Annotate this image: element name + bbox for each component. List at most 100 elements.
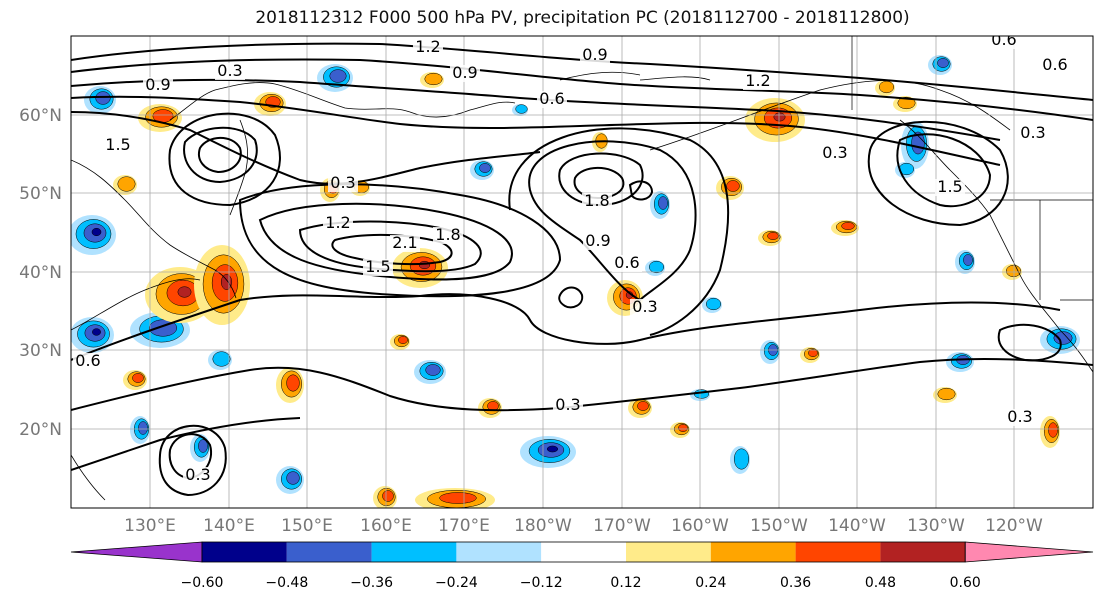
colorbar [70,541,1094,563]
contour-label: 0.3 [185,465,210,484]
contour-label: 0.9 [145,75,170,94]
contour-label: 0.6 [539,89,564,108]
contour-label: 0.3 [632,297,657,316]
contour-label-bg [433,227,463,244]
positive-precip-patch [878,80,895,94]
negative-precip-patch [648,260,665,274]
positive-precip-patch [637,401,649,411]
contour-label-bg [583,233,613,250]
contour-label-bg [328,175,358,192]
colorbar-tick-labels: −0.60 −0.48 −0.36 −0.24 −0.12 0.12 0.24 0.36 0.4… [181,575,981,591]
latitude-label: 60°N [19,106,62,126]
colorbar-tick-label: −0.48 [265,575,308,591]
political-borders [851,36,1093,301]
latitude-label: 40°N [19,263,62,283]
contour-label-bg [390,235,420,252]
contour-label: 0.9 [452,63,477,82]
contour-label: 1.2 [415,37,440,56]
negative-precip-patch [658,196,668,210]
contour-label: 2.1 [392,233,417,252]
positive-precip-patch [382,490,394,502]
colorbar-segment [710,542,796,562]
contour-label: 0.9 [585,231,610,250]
colorbar-tick-label: 0.36 [780,575,811,591]
colorbar-segment [880,542,966,562]
positive-precip-patch [937,387,956,401]
longitude-label: 170°W [593,516,651,536]
contour-label: 1.5 [105,135,130,154]
positive-precip-patch [418,260,431,270]
contour-label-bg [820,145,850,162]
negative-precip-patch [92,328,101,336]
contour-label-bg [450,65,480,82]
positive-precip-patch [424,72,443,86]
longitude-label: 150°E [281,516,333,536]
contour-label-bg [537,91,567,108]
colorbar-tick-label: −0.24 [435,575,478,591]
longitude-label: 130°E [124,516,176,536]
negative-precip-patch [963,254,973,266]
contour-label-bg [143,77,173,94]
positive-precip-patch [726,180,740,192]
contour-label-bg [553,397,583,414]
positive-precip-patch [220,274,233,290]
positive-precip-patch [1048,422,1058,438]
colorbar-tick-label: 0.12 [610,575,641,591]
positive-precip-patch [132,373,144,383]
precip-shading [71,55,1080,508]
positive-precip-patch [177,286,192,298]
contour-label: 0.9 [582,45,607,64]
colorbar-tick-label: −0.60 [181,575,224,591]
contour-label-bg [1005,409,1035,426]
contour-label-bg [989,36,1019,49]
positive-precip-patch [286,374,300,392]
negative-precip-patch [198,439,208,453]
negative-precip-patch [425,364,441,376]
positive-precip-patch [808,349,818,357]
contour-label-bg [743,73,773,90]
longitude-label: 120°W [985,516,1043,536]
negative-precip-patch [705,297,722,311]
colorbar-frame [201,541,966,563]
colorbar-segment [795,542,881,562]
positive-precip-patch [678,424,688,432]
contour-label: 0.3 [1020,123,1045,142]
colorbar-segment [541,542,626,562]
contour-label: 0.3 [217,61,242,80]
contour-label-bg [935,179,965,196]
contour-label-bg [630,299,660,316]
colorbar-segment [371,542,457,562]
colorbar-segment [202,542,287,562]
negative-precip-patch [138,421,148,435]
longitude-label: 160°W [671,516,729,536]
negative-precip-patch [479,163,491,173]
contour-label: 0.3 [330,173,355,192]
contour-label-bg [183,467,213,484]
colorbar-segment [456,542,542,562]
contour-label: 0.6 [991,30,1016,49]
positive-precip-patch [767,232,779,240]
negative-precip-patch [515,104,528,114]
colorbar-extend-low [70,541,203,563]
positive-precip-patch [773,112,786,122]
contour-labels: 0.30.91.20.90.60.91.20.60.31.50.31.22.1 1… [73,30,1070,484]
positive-precip-patch [117,176,136,192]
map-frame [70,35,1094,509]
contour-label: 0.3 [822,143,847,162]
contour-label-bg [73,353,103,370]
contour-label-bg [103,137,133,154]
longitude-labels: 130°E 140°E 150°E 160°E 170°E 180°W 170°W 160°W… [124,516,1043,536]
contour-label: 0.3 [555,395,580,414]
negative-precip-patch [546,445,559,453]
contour-label: 1.8 [584,191,609,210]
negative-precip-patch [1053,331,1073,345]
contour-label-bg [582,193,612,210]
longitude-label: 180°W [514,516,572,536]
contour-label: 1.2 [325,213,350,232]
contour-label: 0.6 [614,253,639,272]
negative-precip-patch [91,227,102,237]
colorbar-extend-high [964,541,1094,563]
contour-label-bg [363,259,393,276]
positive-precip-patch [1005,264,1022,278]
